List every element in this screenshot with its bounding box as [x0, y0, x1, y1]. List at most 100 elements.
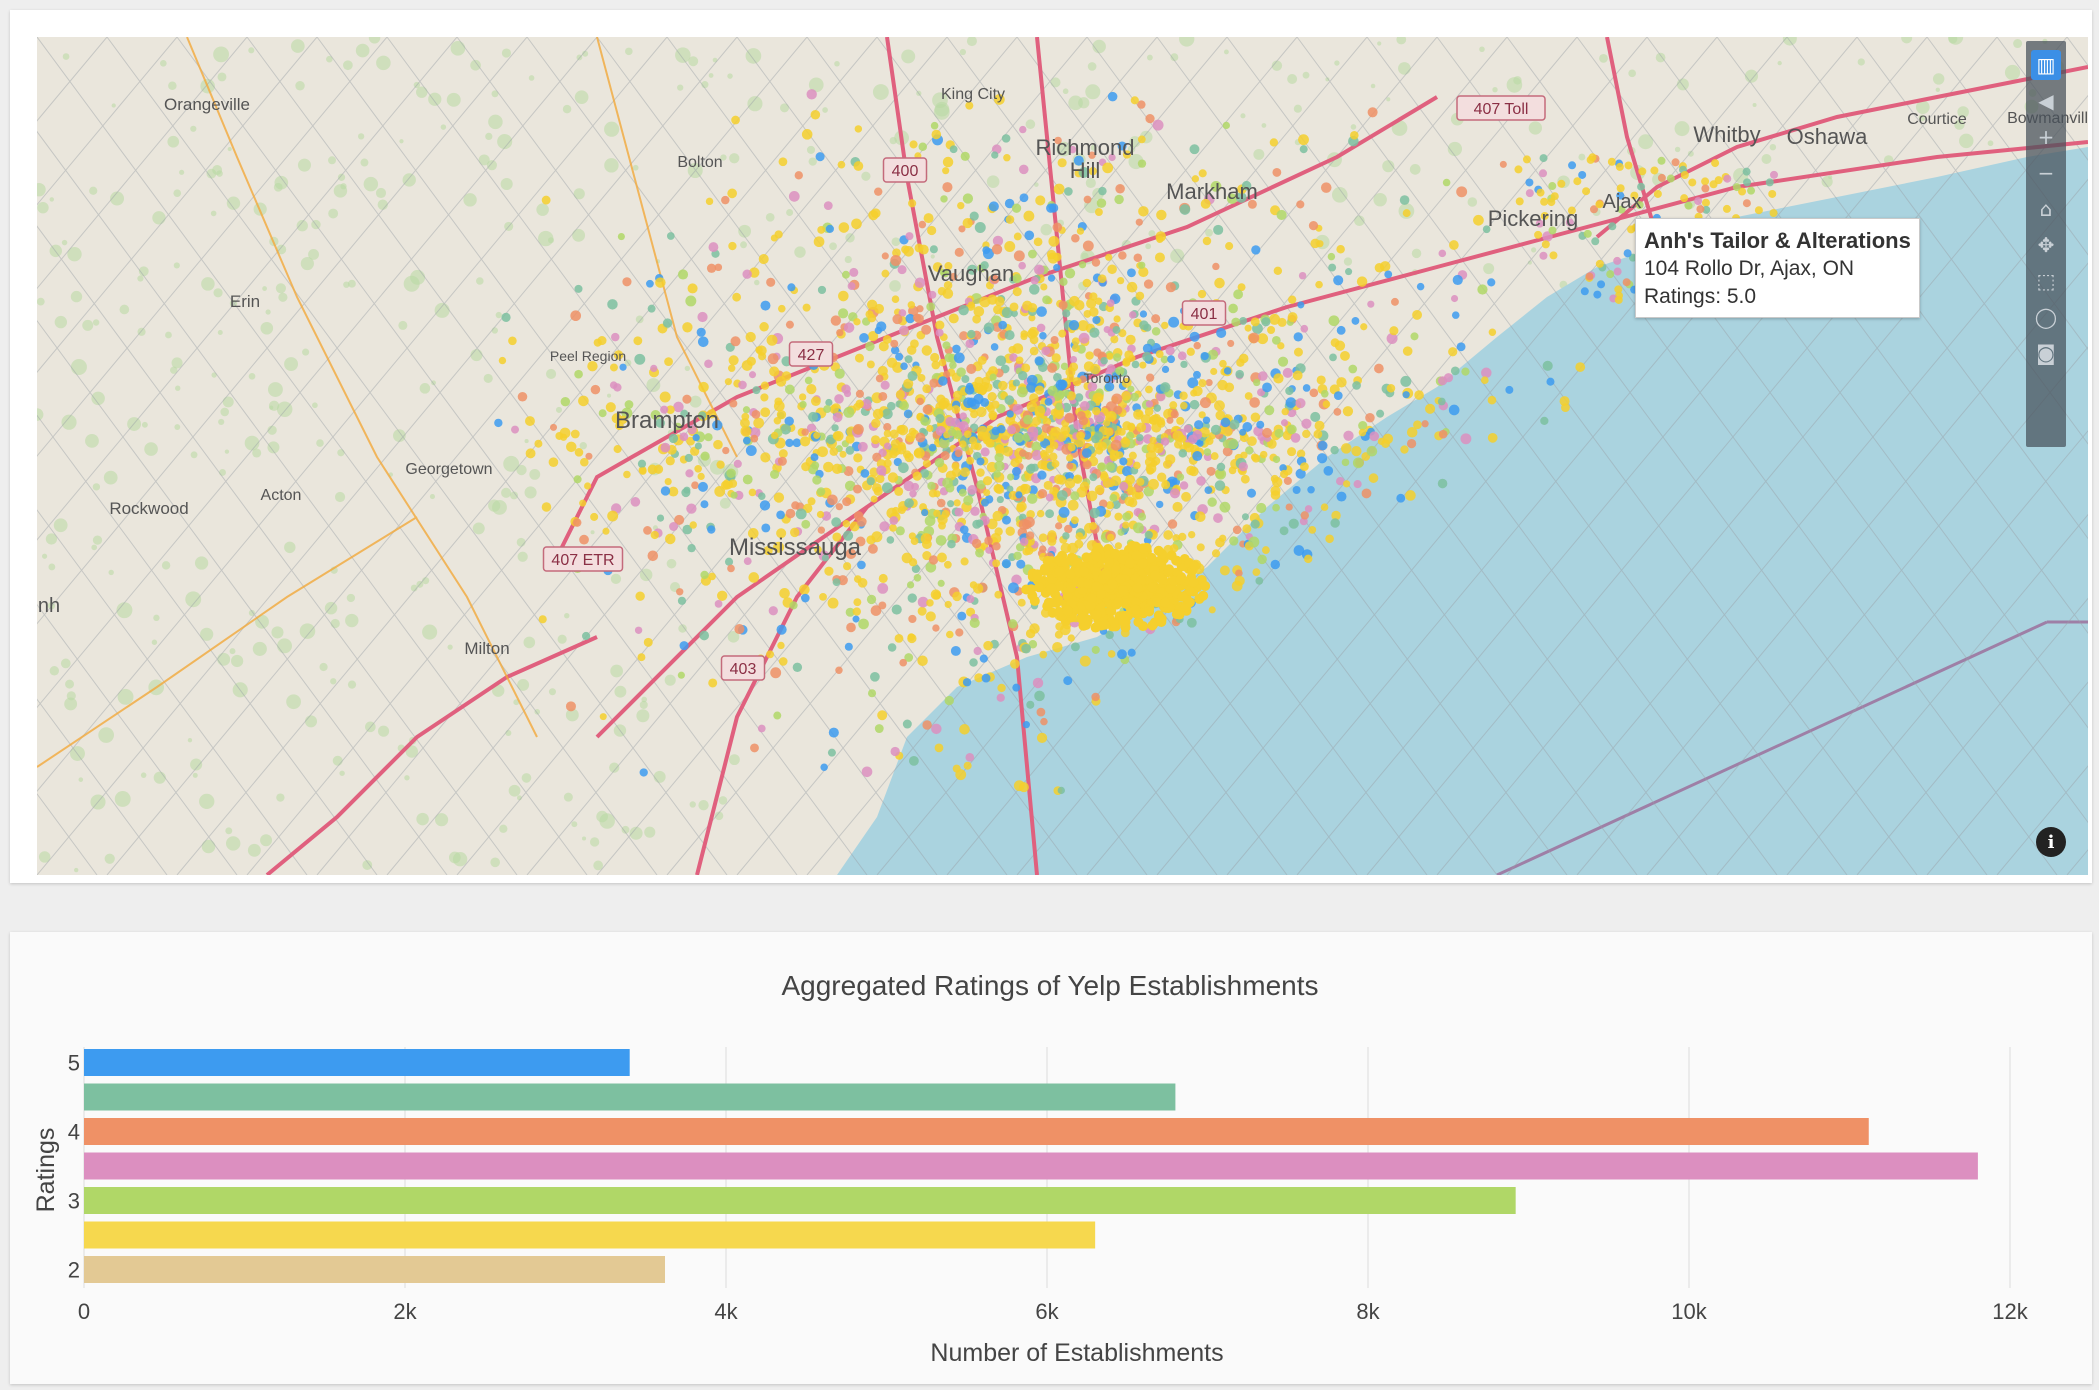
- establishment-point[interactable]: [1078, 261, 1087, 269]
- establishment-point[interactable]: [1055, 522, 1063, 530]
- establishment-point[interactable]: [1165, 583, 1176, 594]
- establishment-point[interactable]: [1257, 333, 1269, 345]
- establishment-point[interactable]: [1270, 559, 1281, 570]
- establishment-point[interactable]: [938, 376, 948, 386]
- establishment-point[interactable]: [1714, 176, 1723, 185]
- establishment-point[interactable]: [697, 311, 708, 323]
- establishment-point[interactable]: [777, 456, 787, 466]
- establishment-point[interactable]: [1438, 429, 1448, 439]
- establishment-point[interactable]: [1239, 428, 1247, 436]
- establishment-point[interactable]: [760, 407, 771, 418]
- establishment-point[interactable]: [1738, 187, 1747, 196]
- establishment-point[interactable]: [894, 486, 904, 496]
- establishment-point[interactable]: [887, 472, 899, 483]
- establishment-point[interactable]: [1366, 445, 1378, 457]
- establishment-point[interactable]: [1007, 473, 1015, 481]
- establishment-point[interactable]: [731, 115, 740, 125]
- establishment-point[interactable]: [912, 471, 922, 481]
- establishment-point[interactable]: [799, 584, 810, 595]
- establishment-point[interactable]: [801, 428, 809, 436]
- establishment-point[interactable]: [732, 292, 742, 302]
- establishment-point[interactable]: [845, 548, 857, 560]
- establishment-point[interactable]: [1340, 350, 1350, 361]
- establishment-point[interactable]: [1565, 218, 1574, 227]
- establishment-point[interactable]: [812, 475, 822, 485]
- establishment-point[interactable]: [889, 524, 897, 532]
- establishment-point[interactable]: [845, 607, 855, 617]
- establishment-point[interactable]: [1194, 420, 1204, 430]
- establishment-point[interactable]: [1145, 400, 1154, 408]
- establishment-point[interactable]: [838, 308, 849, 319]
- establishment-point[interactable]: [1008, 582, 1019, 594]
- establishment-point[interactable]: [660, 405, 669, 414]
- establishment-point[interactable]: [1108, 153, 1116, 162]
- establishment-point[interactable]: [1162, 460, 1172, 469]
- establishment-point[interactable]: [867, 299, 878, 310]
- establishment-point[interactable]: [1099, 619, 1110, 630]
- establishment-point[interactable]: [1136, 422, 1147, 433]
- establishment-point[interactable]: [909, 755, 919, 766]
- establishment-point[interactable]: [1210, 452, 1219, 461]
- establishment-point[interactable]: [1309, 388, 1319, 398]
- establishment-point[interactable]: [1107, 650, 1116, 658]
- establishment-point[interactable]: [910, 537, 919, 545]
- establishment-point[interactable]: [647, 550, 659, 562]
- establishment-point[interactable]: [1169, 543, 1179, 553]
- establishment-point[interactable]: [1100, 472, 1109, 482]
- establishment-point[interactable]: [923, 213, 934, 224]
- establishment-point[interactable]: [907, 301, 916, 309]
- establishment-point[interactable]: [942, 370, 951, 378]
- establishment-point[interactable]: [998, 380, 1008, 391]
- establishment-point[interactable]: [1287, 295, 1297, 304]
- establishment-point[interactable]: [643, 526, 652, 535]
- establishment-point[interactable]: [903, 245, 914, 257]
- establishment-point[interactable]: [861, 398, 872, 410]
- establishment-point[interactable]: [1514, 165, 1523, 174]
- establishment-point[interactable]: [870, 671, 880, 682]
- establishment-point[interactable]: [1079, 481, 1090, 492]
- establishment-point[interactable]: [886, 536, 895, 544]
- establishment-point[interactable]: [949, 361, 957, 370]
- establishment-point[interactable]: [1765, 178, 1774, 187]
- establishment-point[interactable]: [752, 386, 761, 395]
- establishment-point[interactable]: [1193, 370, 1201, 379]
- establishment-point[interactable]: [501, 312, 511, 322]
- establishment-point[interactable]: [921, 324, 932, 335]
- establishment-point[interactable]: [1012, 343, 1024, 354]
- establishment-point[interactable]: [1068, 319, 1080, 331]
- establishment-point[interactable]: [1127, 498, 1138, 508]
- establishment-point[interactable]: [1106, 364, 1116, 373]
- establishment-point[interactable]: [541, 502, 552, 512]
- establishment-point[interactable]: [1121, 465, 1133, 477]
- establishment-point[interactable]: [635, 591, 645, 601]
- establishment-point[interactable]: [1688, 178, 1697, 187]
- establishment-point[interactable]: [857, 441, 868, 452]
- establishment-point[interactable]: [655, 418, 665, 428]
- establishment-point[interactable]: [1163, 530, 1173, 540]
- establishment-point[interactable]: [1222, 121, 1230, 130]
- establishment-point[interactable]: [819, 592, 827, 601]
- establishment-point[interactable]: [1064, 524, 1073, 534]
- establishment-point[interactable]: [1187, 377, 1199, 389]
- establishment-point[interactable]: [1217, 379, 1228, 391]
- establishment-point[interactable]: [1285, 397, 1297, 408]
- establishment-point[interactable]: [1094, 208, 1103, 217]
- establishment-point[interactable]: [1295, 468, 1306, 479]
- establishment-point[interactable]: [1277, 356, 1289, 367]
- establishment-point[interactable]: [935, 535, 947, 546]
- establishment-point[interactable]: [1127, 648, 1136, 657]
- establishment-point[interactable]: [1219, 501, 1231, 513]
- establishment-point[interactable]: [1119, 610, 1130, 621]
- establishment-point[interactable]: [1033, 264, 1045, 275]
- establishment-point[interactable]: [1376, 409, 1385, 418]
- establishment-point[interactable]: [1105, 462, 1115, 472]
- establishment-point[interactable]: [785, 320, 794, 329]
- establishment-point[interactable]: [905, 313, 915, 324]
- establishment-point[interactable]: [874, 187, 883, 196]
- establishment-point[interactable]: [1236, 358, 1245, 367]
- establishment-point[interactable]: [1227, 339, 1235, 347]
- establishment-point[interactable]: [909, 489, 917, 498]
- establishment-point[interactable]: [1437, 397, 1446, 406]
- establishment-point[interactable]: [969, 617, 980, 628]
- establishment-point[interactable]: [1259, 450, 1268, 459]
